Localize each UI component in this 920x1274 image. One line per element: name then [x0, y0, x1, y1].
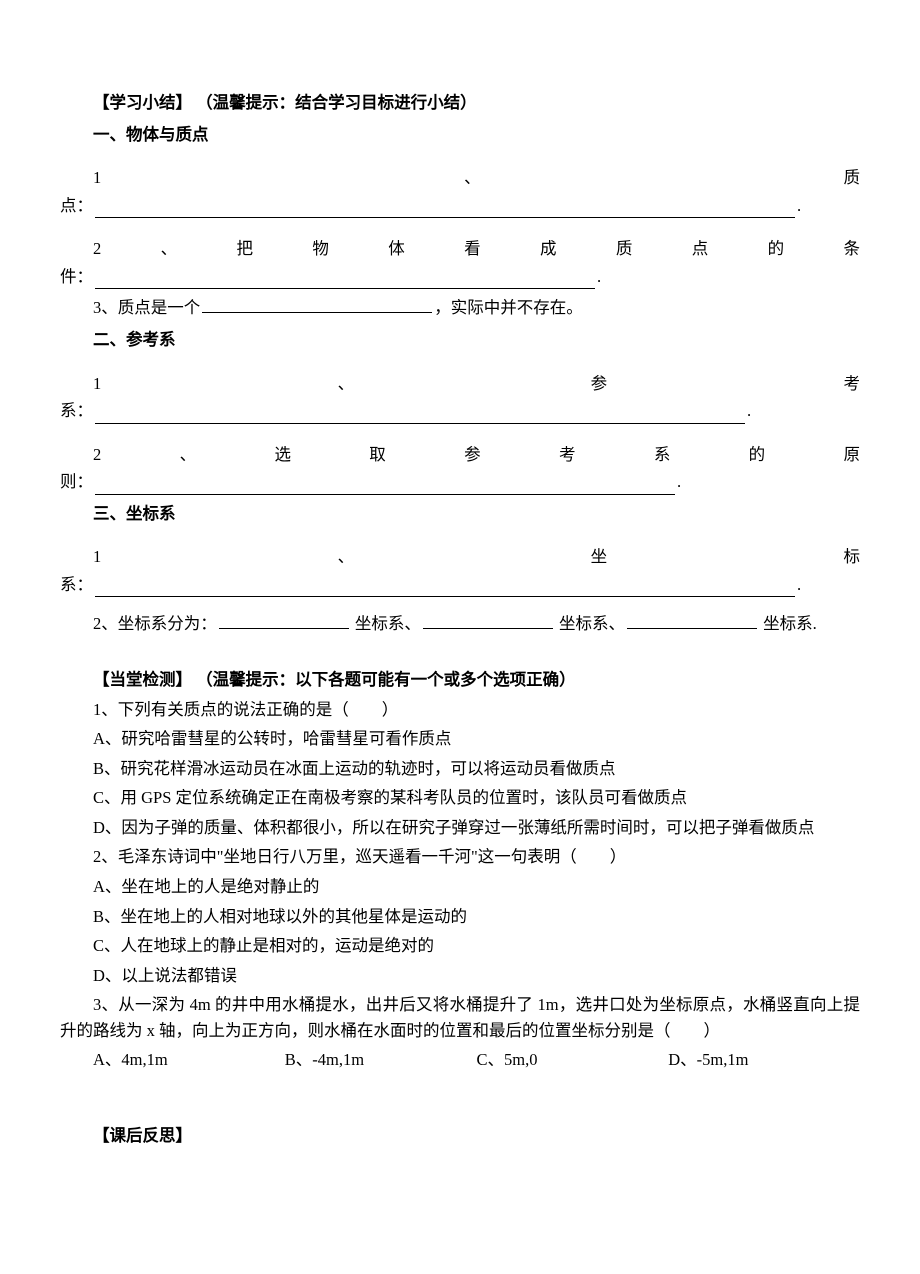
summary-heading: 【学习小结】 （温馨提示：结合学习目标进行小结） — [60, 90, 860, 116]
s2-item1-c0: 参 — [591, 371, 608, 397]
q2-stem: 2、毛泽东诗词中"坐地日行八万里，巡天遥看一千河"这一句表明（ ） — [60, 844, 860, 870]
s1-item1-char0: 质 — [844, 165, 861, 191]
s1-item2-num: 2 — [93, 236, 101, 262]
q2-optD: D、以上说法都错误 — [60, 963, 860, 989]
section-1-title: 一、物体与质点 — [60, 122, 860, 148]
s1-item2-row1: 2 、 把 物 体 看 成 质 点 的 条 — [60, 236, 860, 262]
s2-item1-row2: 系： . — [60, 398, 860, 424]
s1-item1-sep: 、 — [464, 165, 481, 191]
s1-item2-c0: 把 — [237, 236, 254, 262]
q2-optC: C、人在地球上的静止是相对的，运动是绝对的 — [60, 933, 860, 959]
s3-item1-c1: 标 — [843, 544, 860, 570]
s3-item1-c0: 坐 — [591, 544, 608, 570]
blank-fill — [95, 478, 675, 495]
s1-item2-c5: 质 — [616, 236, 633, 262]
q3-optB: B、-4m,1m — [285, 1047, 477, 1073]
q2-optA: A、坐在地上的人是绝对静止的 — [60, 874, 860, 900]
blank-fill — [202, 297, 432, 314]
s2-item1-num: 1 — [93, 371, 101, 397]
s1-item1-num: 1 — [93, 165, 101, 191]
s2-item2-prefix: 则： — [60, 469, 93, 495]
q3-stem: 3、从一深为 4m 的井中用水桶提水，出井后又将水桶提升了 1m，选井口处为坐标… — [60, 992, 860, 1043]
s3-item2-lbl1: 坐标系、 — [351, 614, 421, 633]
s3-item1-prefix: 系： — [60, 572, 93, 598]
s1-item2-c4: 成 — [540, 236, 557, 262]
s1-item1-prefix: 点： — [60, 193, 93, 219]
test-heading: 【当堂检测】 （温馨提示：以下各题可能有一个或多个选项正确） — [60, 667, 860, 693]
q1-optD: D、因为子弹的质量、体积都很小，所以在研究子弹穿过一张薄纸所需时间时，可以把子弹… — [60, 815, 860, 841]
s1-item1-row2: 点： . — [60, 193, 860, 219]
s1-item2-c8: 条 — [844, 236, 861, 262]
s1-item3-before: 3、质点是一个 — [93, 298, 200, 317]
s1-item2-c6: 点 — [692, 236, 709, 262]
s2-item2-c3: 考 — [559, 442, 576, 468]
q3-stem-text: 3、从一深为 4m 的井中用水桶提水，出井后又将水桶提升了 1m，选井口处为坐标… — [60, 992, 860, 1043]
s3-item2: 2、坐标系分为： 坐标系、 坐标系、 坐标系. — [60, 611, 860, 637]
s2-item1-prefix: 系： — [60, 398, 93, 424]
blank-fill — [95, 581, 795, 598]
s2-item2-c2: 参 — [464, 442, 481, 468]
s3-item2-lbl3: 坐标系. — [759, 614, 817, 633]
s2-item1-row1: 1 、 参 考 — [60, 371, 860, 397]
blank-fill — [219, 613, 349, 630]
s2-item2-c6: 原 — [844, 442, 861, 468]
s3-item2-text: 2、坐标系分为： — [93, 614, 217, 633]
s1-item2-c1: 物 — [312, 236, 329, 262]
q1-optC: C、用 GPS 定位系统确定正在南极考察的某科考队员的位置时，该队员可看做质点 — [60, 785, 860, 811]
s3-item2-lbl2: 坐标系、 — [555, 614, 625, 633]
blank-fill — [95, 202, 795, 219]
s2-item2-suffix: . — [677, 469, 681, 495]
blank-fill — [627, 613, 757, 630]
section-3-title: 三、坐标系 — [60, 501, 860, 527]
q3-options-row: A、4m,1m B、-4m,1m C、5m,0 D、-5m,1m — [60, 1047, 860, 1073]
s1-item2-c7: 的 — [768, 236, 785, 262]
s2-item1-c1: 考 — [843, 371, 860, 397]
s3-item1-suffix: . — [797, 572, 801, 598]
section-2-title: 二、参考系 — [60, 327, 860, 353]
s1-item2-c2: 体 — [388, 236, 405, 262]
s2-item2-num: 2 — [93, 442, 101, 468]
q3-optA: A、4m,1m — [93, 1047, 285, 1073]
s1-item1-suffix: . — [797, 193, 801, 219]
reflection-heading: 【课后反思】 — [60, 1123, 860, 1149]
s1-item1-row1: 1 、 质 — [60, 165, 860, 191]
q1-optB: B、研究花样滑冰运动员在冰面上运动的轨迹时，可以将运动员看做质点 — [60, 756, 860, 782]
s2-item2-c5: 的 — [749, 442, 766, 468]
s3-item1-sep: 、 — [338, 544, 355, 570]
s3-item1-row2: 系： . — [60, 572, 860, 598]
s1-item2-c3: 看 — [464, 236, 481, 262]
s2-item2-c0: 选 — [274, 442, 291, 468]
q1-optA: A、研究哈雷彗星的公转时，哈雷彗星可看作质点 — [60, 726, 860, 752]
q3-optD: D、-5m,1m — [668, 1047, 860, 1073]
s3-item1-row1: 1 、 坐 标 — [60, 544, 860, 570]
s1-item2-sep: 、 — [161, 236, 178, 262]
blank-fill — [423, 613, 553, 630]
s2-item1-suffix: . — [747, 398, 751, 424]
s3-item1-num: 1 — [93, 544, 101, 570]
q3-optC: C、5m,0 — [477, 1047, 669, 1073]
s1-item2-prefix: 件： — [60, 264, 93, 290]
q1-stem: 1、下列有关质点的说法正确的是（ ） — [60, 697, 860, 723]
s1-item3-after: ，实际中并不存在。 — [434, 298, 583, 317]
blank-fill — [95, 273, 595, 290]
s2-item2-c4: 系 — [654, 442, 671, 468]
s1-item3: 3、质点是一个 ，实际中并不存在。 — [60, 295, 860, 321]
q1-optD-text: D、因为子弹的质量、体积都很小，所以在研究子弹穿过一张薄纸所需时间时，可以把子弹… — [60, 815, 814, 841]
s2-item1-sep: 、 — [338, 371, 355, 397]
q2-optB: B、坐在地上的人相对地球以外的其他星体是运动的 — [60, 904, 860, 930]
s1-item2-suffix: . — [597, 264, 601, 290]
s1-item2-row2: 件： . — [60, 264, 860, 290]
s2-item2-sep: 、 — [180, 442, 197, 468]
blank-fill — [95, 407, 745, 424]
s2-item2-row1: 2 、 选 取 参 考 系 的 原 — [60, 442, 860, 468]
s2-item2-row2: 则： . — [60, 469, 860, 495]
s2-item2-c1: 取 — [369, 442, 386, 468]
